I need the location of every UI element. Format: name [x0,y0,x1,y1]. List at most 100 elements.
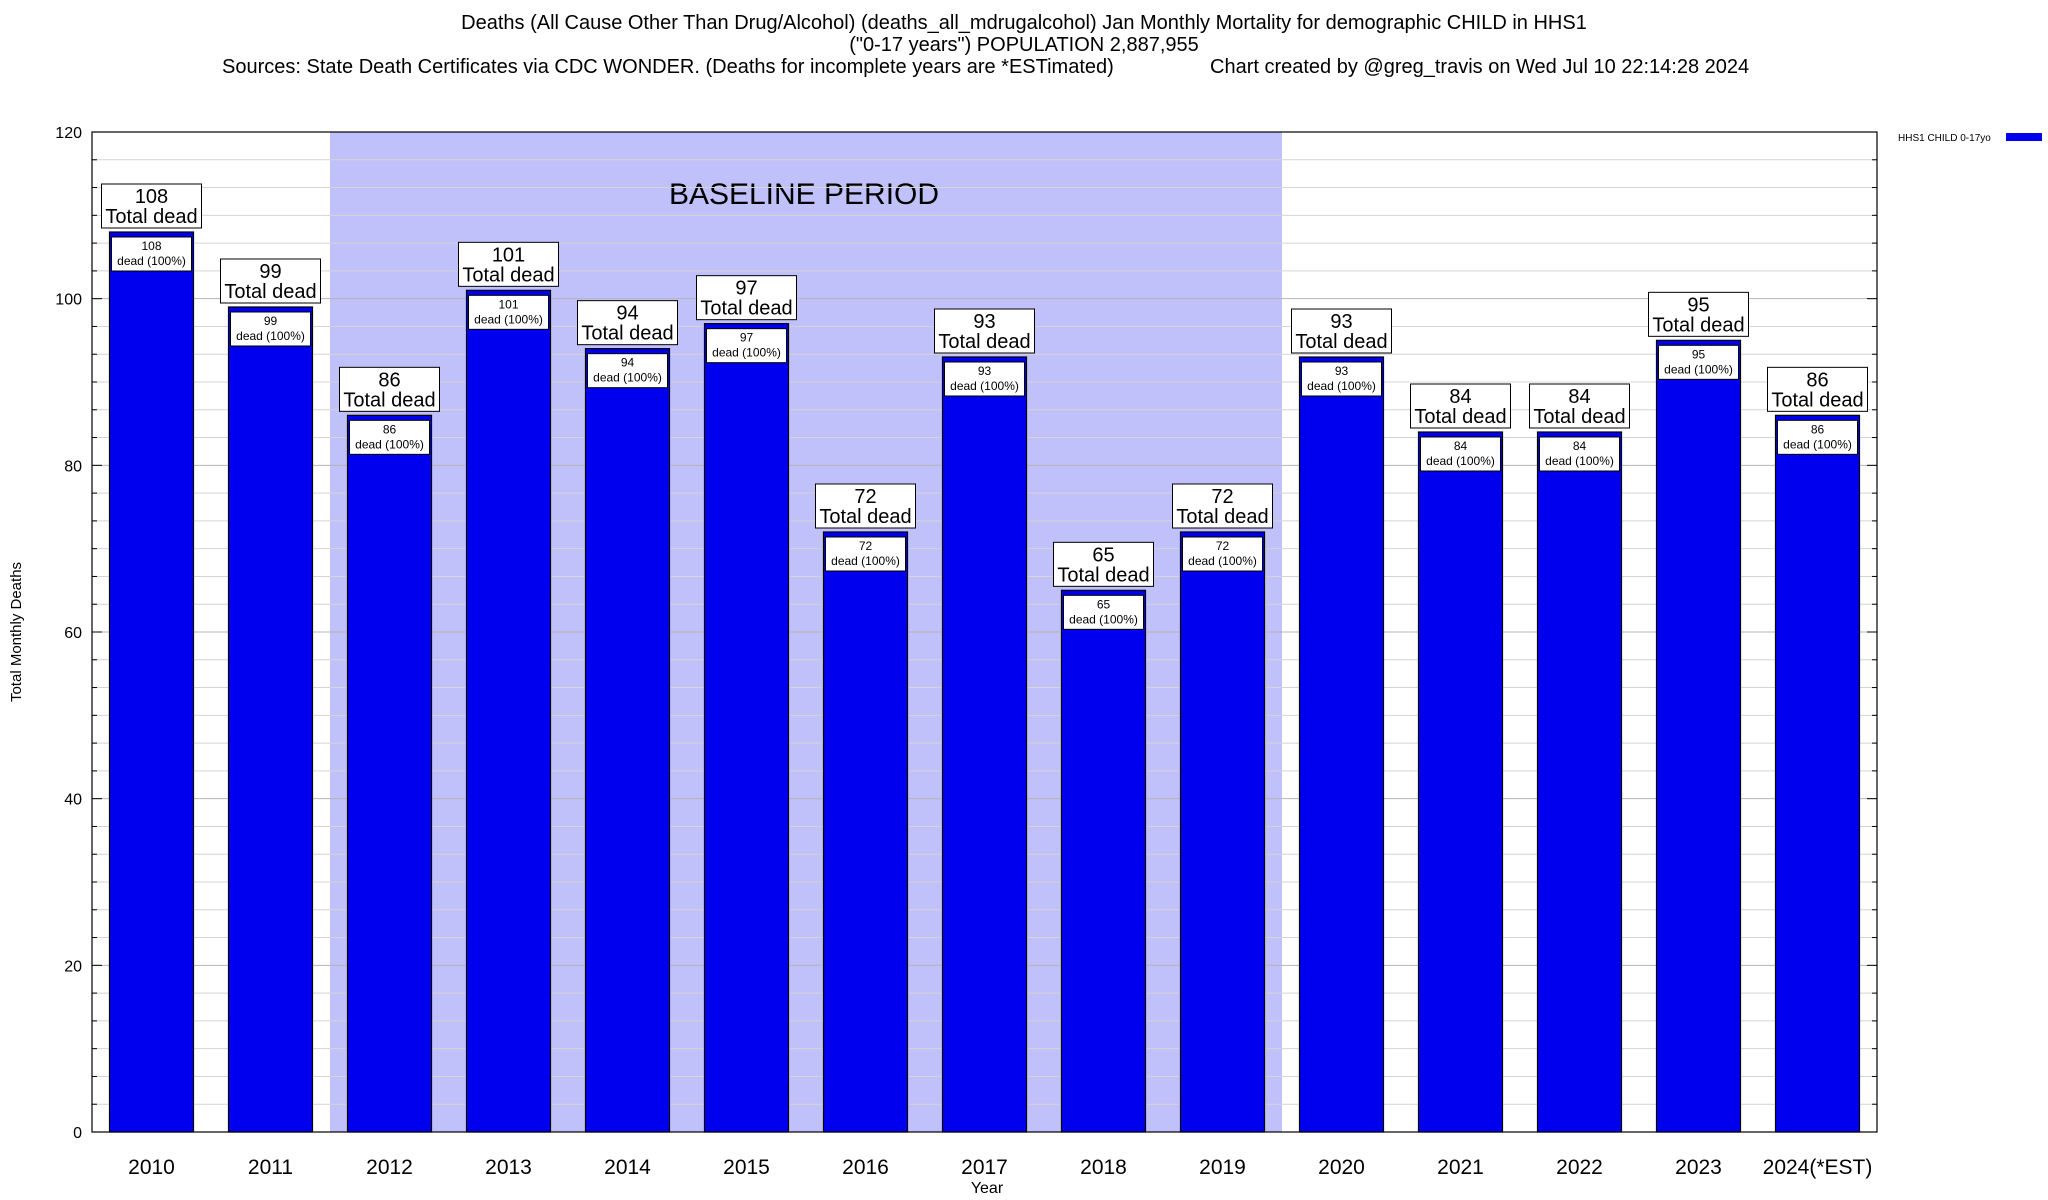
inner-label-text: dead (100%) [1545,454,1614,468]
x-tick-label: 2023 [1675,1156,1722,1179]
inner-label-value: 72 [859,539,873,553]
total-label-box [1648,291,1749,337]
inner-label-box [1777,419,1858,455]
total-label-text: Total dead [343,389,435,411]
total-label-value: 84 [1449,386,1471,408]
inner-label-value: 101 [498,297,518,311]
inner-label-text: dead (100%) [1783,437,1852,451]
bar-2022 [1536,431,1623,1133]
inner-label-box [825,536,906,572]
bar-2024(*EST) [1774,414,1861,1133]
bar-2010 [108,231,195,1133]
total-label-value: 108 [135,186,168,208]
bar-2021 [1417,431,1504,1133]
total-label-box [1291,308,1392,354]
inner-label-value: 84 [1454,439,1468,453]
total-label-box [1053,541,1154,587]
total-label-box [577,300,678,346]
inner-label-text: dead (100%) [950,379,1019,393]
total-label-text: Total dead [1176,506,1268,528]
inner-label-box [468,294,549,330]
total-label-value: 72 [1211,486,1233,508]
inner-label-value: 95 [1692,347,1706,361]
total-label-text: Total dead [700,298,792,320]
total-label-value: 93 [973,311,995,333]
total-label-text: Total dead [1295,331,1387,353]
total-label-box [1410,383,1511,429]
axes-layer: 2010 2011 2012 2013 2014 2015 2016 2017 2018 2019… [8,125,1878,1197]
inner-label-value: 97 [740,331,754,345]
bar-2015 [703,323,790,1133]
y-tick-label: 80 [64,458,82,475]
y-tick-label: 20 [64,958,82,975]
x-tick-label: 2021 [1437,1156,1484,1179]
total-label-text: Total dead [224,281,316,303]
total-label-value: 86 [378,369,400,391]
bar-2017 [941,356,1028,1133]
total-label-text: Total dead [1771,389,1863,411]
inner-label-text: dead (100%) [117,254,186,268]
total-label-box [220,258,321,304]
x-tick-label: 2016 [842,1156,889,1179]
inner-label-value: 86 [1811,422,1825,436]
inner-label-box [1182,536,1263,572]
total-label-box [934,308,1035,354]
inner-label-box [706,328,787,364]
x-tick-label: 2012 [366,1156,413,1179]
chart-sources: Sources: State Death Certificates via CD… [222,56,1114,78]
legend-layer: HHS1 CHILD 0-17yo [1898,133,2042,144]
inner-label-text: dead (100%) [474,312,543,326]
plot-frame [91,131,1878,1133]
total-label-value: 93 [1330,311,1352,333]
total-label-box [696,275,797,321]
total-label-text: Total dead [1652,314,1744,336]
inner-label-text: dead (100%) [1188,554,1257,568]
total-label-value: 94 [616,303,638,325]
x-tick-label: 2018 [1080,1156,1127,1179]
total-label-text: Total dead [938,331,1030,353]
total-label-box [1767,366,1868,412]
x-tick-label: 2010 [128,1156,175,1179]
inner-label-value: 94 [621,356,635,370]
bar-2012 [346,414,433,1133]
y-tick-label: 0 [73,1125,82,1142]
inner-label-text: dead (100%) [1426,454,1495,468]
x-tick-label: 2022 [1556,1156,1603,1179]
inner-label-value: 93 [978,364,992,378]
inner-label-value: 93 [1335,364,1349,378]
total-label-value: 101 [492,244,525,266]
inner-label-text: dead (100%) [831,554,900,568]
legend-label: HHS1 CHILD 0-17yo [1898,133,1991,144]
chart-credit: Chart created by @greg_travis on Wed Jul… [1210,56,1750,78]
inner-label-box [1658,344,1739,380]
inner-label-text: dead (100%) [355,437,424,451]
y-tick-label: 60 [64,625,82,642]
total-label-box [458,241,559,287]
total-label-text: Total dead [462,264,554,286]
inner-label-value: 86 [383,422,397,436]
bar-2019 [1179,531,1266,1133]
bar-2020 [1298,356,1385,1133]
bar-2023 [1655,339,1742,1133]
x-tick-label: 2017 [961,1156,1008,1179]
bar-2013 [465,289,552,1133]
x-tick-label: 2013 [485,1156,532,1179]
chart-subtitle: ("0-17 years") POPULATION 2,887,955 [849,34,1199,56]
inner-label-value: 65 [1097,597,1111,611]
total-label-box [101,183,202,229]
inner-label-box [111,236,192,272]
total-label-value: 86 [1806,369,1828,391]
inner-label-text: dead (100%) [1664,362,1733,376]
total-label-text: Total dead [1057,564,1149,586]
total-label-text: Total dead [1533,406,1625,428]
inner-label-text: dead (100%) [593,371,662,385]
inner-label-box [1301,361,1382,397]
x-tick-label: 2019 [1199,1156,1246,1179]
inner-label-box [1063,594,1144,630]
legend-swatch [2006,133,2042,141]
total-label-box [1172,483,1273,529]
total-label-box [339,366,440,412]
inner-label-text: dead (100%) [236,329,305,343]
total-label-box [815,483,916,529]
